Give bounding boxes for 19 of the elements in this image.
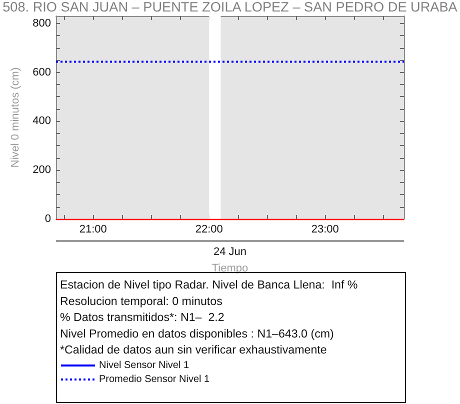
text: % Datos transmitidos*: N1– 2.2 [60, 311, 224, 324]
text: Resolucion temporal: 0 minutos [60, 294, 223, 308]
y-tick-label: 600 [32, 66, 51, 78]
y-axis-title: Nivel 0 minutos (cm) [10, 67, 22, 168]
text: *Calidad de datos aun sin verificar exhaustivamente [60, 344, 327, 357]
text: 24 Jun [213, 246, 247, 258]
legend-label: Promedio Sensor Nivel 1 [99, 374, 210, 385]
x-tick-label: 23:00 [311, 224, 339, 236]
x-tick-label: 21:00 [79, 224, 107, 236]
y-tick-label: 200 [32, 164, 51, 176]
text: Estacion de Nivel tipo Radar. Nivel de Banca Llena: Inf % [60, 278, 358, 292]
y-tick-label: 400 [32, 115, 51, 128]
text: Nivel Promedio en datos disponibles : N1–643.0 (cm) [60, 327, 334, 340]
chart-title: 508. RIO SAN JUAN – PUENTE ZOILA LOPEZ – SAN PEDRO DE URABA [2, 0, 458, 14]
legend-label: Nivel Sensor Nivel 1 [99, 360, 190, 371]
y-tick-label: 800 [32, 17, 51, 30]
x-tick-label: 22:00 [195, 224, 223, 236]
y-tick-label: 0 [44, 213, 51, 225]
x-axis-title: Tiempo [212, 262, 248, 274]
